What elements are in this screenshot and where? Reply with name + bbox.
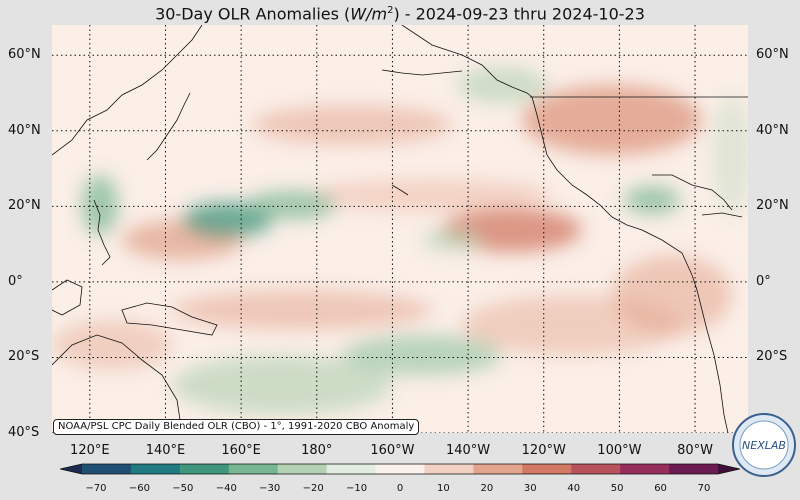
colorbar-segment (620, 464, 670, 474)
anomaly-blob (712, 95, 748, 215)
colorbar-tick-label: 50 (610, 483, 624, 494)
nexlab-logo: NEXLAB (732, 413, 796, 477)
longitude-label: 120°W (521, 443, 566, 458)
olr-anomaly-map (52, 25, 748, 433)
latitude-label-left: 20°N (8, 198, 41, 214)
colorbar-segment (669, 464, 719, 474)
coast-sa-west (691, 274, 729, 433)
anomaly-blob (172, 290, 432, 330)
colorbar-tick-label: 70 (697, 483, 711, 494)
title-prefix: 30-Day OLR Anomalies ( (155, 4, 351, 24)
anomaly-blob (252, 105, 452, 145)
latitude-label-left: 40°N (8, 122, 41, 138)
coast-japan (146, 92, 191, 161)
title-unit-var: W/m (350, 4, 388, 24)
latitude-label-right: 0° (756, 273, 771, 289)
longitude-label: 80°W (677, 443, 713, 458)
colorbar-tick-label: 30 (523, 483, 537, 494)
colorbar-tick-label: 0 (396, 483, 404, 494)
colorbar (60, 463, 740, 475)
anomaly-blob (247, 191, 337, 219)
colorbar-tick-label: 10 (437, 483, 450, 494)
longitude-label: 100°W (597, 443, 642, 458)
coast-na-west (531, 96, 693, 276)
anomaly-field (52, 67, 748, 415)
anomaly-blob (422, 230, 482, 250)
colorbar-extend-high (718, 464, 740, 474)
source-note: NOAA/PSL CPC Daily Blended OLR (CBO) - 1… (53, 419, 420, 435)
colorbar-segment (375, 464, 425, 474)
longitude-label: 160°E (221, 443, 261, 458)
coast-aleutians (381, 69, 463, 76)
coast-caribbean (701, 212, 743, 218)
colorbar-tick-label: 60 (654, 483, 667, 494)
latitude-label-left: 60°N (8, 47, 41, 63)
latitude-label-left: 0° (8, 273, 23, 289)
colorbar-segment (473, 464, 523, 474)
colorbar-tick-label: −40 (215, 483, 237, 494)
map-canvas (52, 25, 748, 433)
coast-philippines (93, 199, 111, 266)
longitude-label: 140°W (445, 443, 491, 458)
colorbar-tick-label: −70 (85, 483, 107, 494)
anomaly-blob (522, 85, 702, 155)
anomaly-blob (342, 335, 502, 375)
anomaly-blob (457, 67, 547, 103)
longitude-label: 140°E (145, 443, 186, 458)
coast-asia (52, 25, 203, 156)
colorbar-segment (277, 464, 328, 474)
latitude-label-right: 20°N (756, 198, 789, 214)
longitude-label: 180° (301, 443, 333, 458)
latitude-label-left: 40°S (8, 425, 40, 440)
colorbar-segment (130, 464, 181, 474)
anomaly-blob (182, 202, 272, 238)
colorbar-segment (228, 464, 279, 474)
longitude-label: 120°E (70, 443, 110, 458)
coast-alaska (401, 25, 533, 98)
anomaly-blob (312, 179, 552, 211)
coast-australia (52, 334, 183, 433)
anomaly-blob (172, 355, 392, 415)
colorbar-tick-label: −50 (172, 483, 194, 494)
latitude-label-right: 60°N (756, 47, 789, 63)
latitude-label-right: 40°N (756, 122, 789, 138)
colorbar-segment (571, 464, 621, 474)
coast-gulf (652, 174, 733, 211)
colorbar-extend-low (60, 464, 82, 474)
map-title: 30-Day OLR Anomalies (W/m2) - 2024-09-23… (0, 0, 800, 24)
coast-newguinea (121, 302, 218, 336)
colorbar-tick-label: −60 (128, 483, 150, 494)
title-suffix: ) - 2024-09-23 thru 2024-10-23 (393, 4, 645, 24)
anomaly-blob (624, 186, 680, 214)
colorbar-tick-label: −10 (346, 483, 368, 494)
colorbar-tick-label: 40 (567, 483, 581, 494)
coast-borneo (52, 279, 83, 316)
anomaly-blob (612, 255, 732, 335)
title-unit-exp: 2 (387, 5, 394, 16)
coastlines (52, 25, 748, 433)
colorbar-tick-label: −30 (259, 483, 281, 494)
latitude-label-left: 20°S (8, 349, 40, 365)
colorbar-segment (326, 464, 377, 474)
colorbar-tick-label: −20 (302, 483, 324, 494)
latitude-label-right: 20°S (756, 349, 788, 365)
colorbar-segment (424, 464, 474, 474)
logo-text: NEXLAB (742, 439, 786, 452)
colorbar-tick-label: 20 (480, 483, 494, 494)
colorbar-segment (82, 464, 132, 474)
anomaly-blob (52, 320, 172, 370)
colorbar-segment (179, 464, 230, 474)
colorbar-outline (60, 463, 740, 475)
longitude-label: 160°W (370, 443, 415, 458)
anomaly-blob (82, 175, 118, 235)
coast-hawaii (391, 184, 409, 196)
colorbar-segment (522, 464, 572, 474)
graticule (52, 25, 748, 433)
